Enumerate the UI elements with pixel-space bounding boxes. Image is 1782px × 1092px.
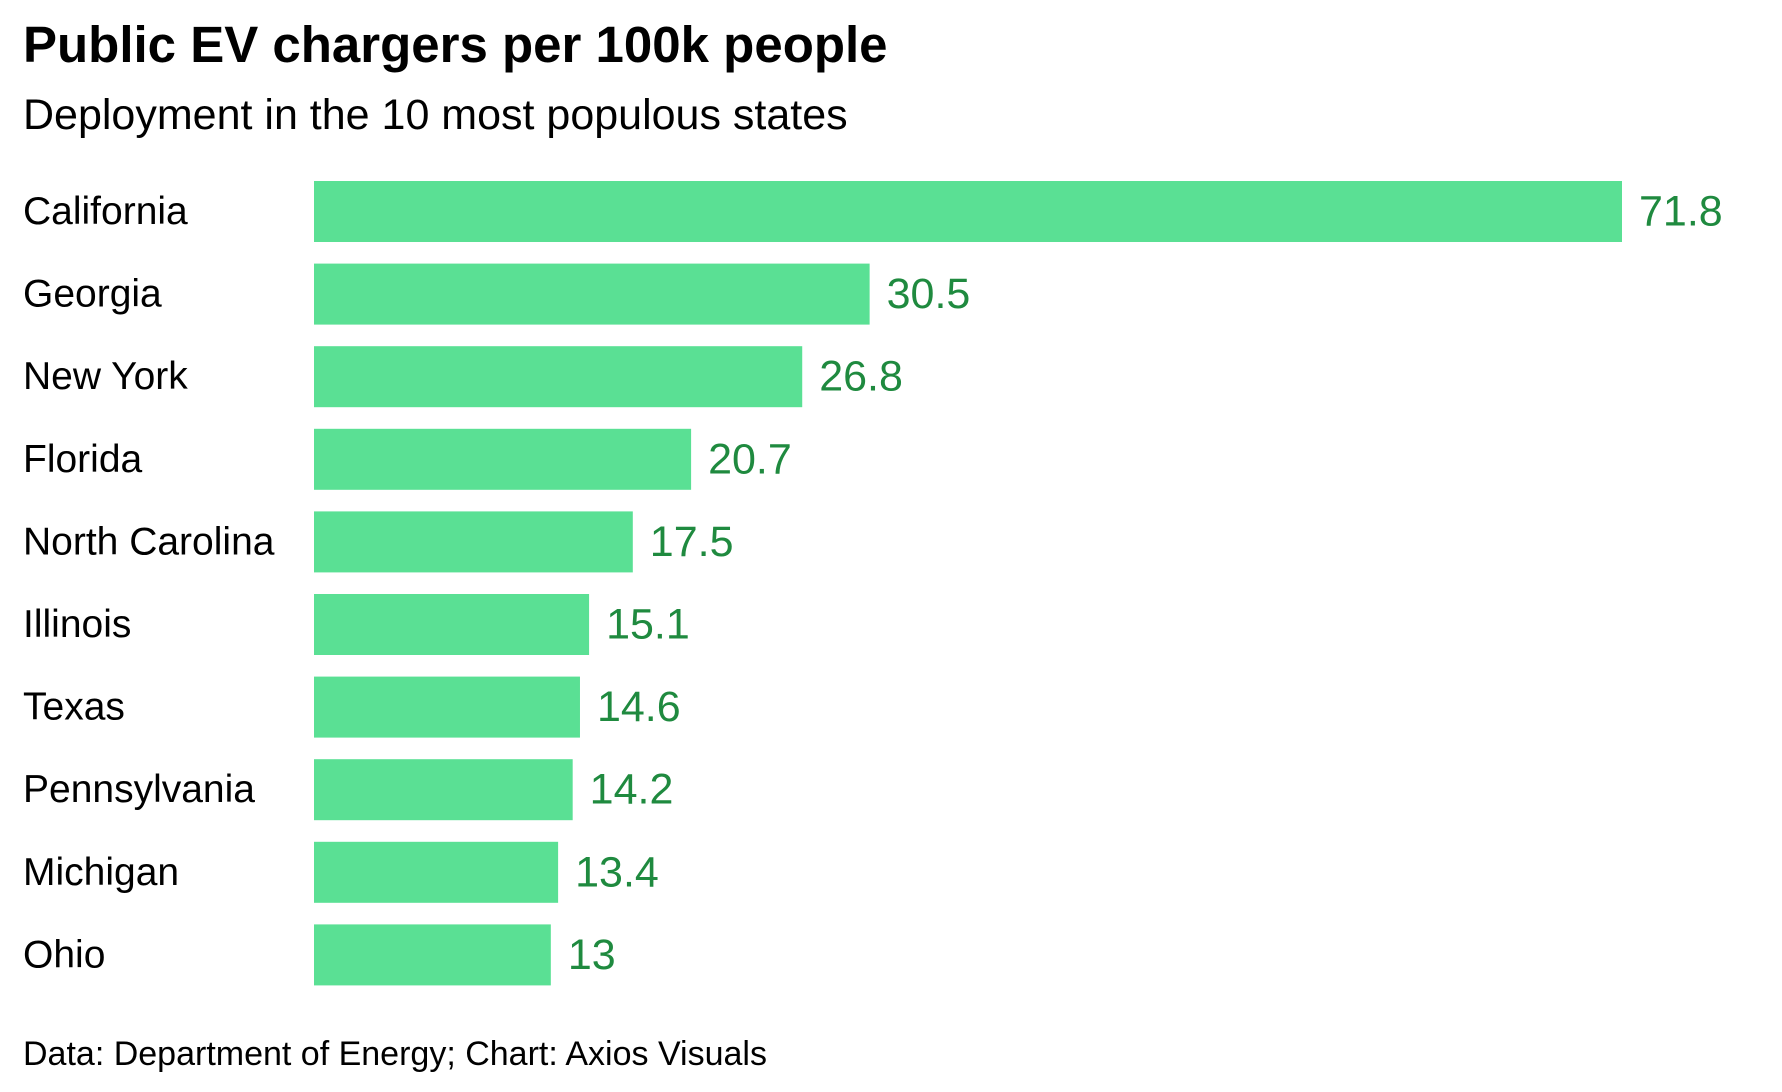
category-label: Pennsylvania	[23, 768, 255, 811]
value-label: 14.2	[590, 766, 674, 814]
bar	[314, 181, 1622, 242]
bar	[314, 594, 590, 655]
bar	[314, 759, 573, 821]
bar	[314, 924, 551, 986]
chart-title: Public EV chargers per 100k people	[23, 16, 888, 73]
category-labels: California Georgia New York Florida North Ca…	[23, 190, 275, 976]
bar	[314, 676, 580, 738]
bar	[314, 511, 633, 573]
value-label: 17.5	[650, 518, 734, 566]
value-label: 20.7	[708, 435, 792, 483]
value-label: 13	[568, 931, 616, 979]
bar	[314, 841, 559, 903]
bars	[314, 181, 1622, 986]
category-label: Florida	[23, 438, 143, 481]
value-label: 14.6	[597, 683, 681, 731]
category-label: Ohio	[23, 933, 105, 976]
chart-subtitle: Deployment in the 10 most populous state…	[23, 91, 848, 139]
category-label: Illinois	[23, 603, 131, 646]
bar	[314, 428, 692, 490]
category-label: Michigan	[23, 851, 179, 894]
value-label: 71.8	[1639, 188, 1723, 236]
value-label: 30.5	[887, 270, 971, 318]
category-label: California	[23, 190, 188, 233]
bar	[314, 346, 803, 408]
category-label: New York	[23, 355, 188, 398]
category-label: Georgia	[23, 273, 162, 316]
source-note: Data: Department of Energy; Chart: Axios…	[23, 1035, 767, 1073]
value-label: 13.4	[575, 848, 659, 896]
value-label: 26.8	[819, 353, 903, 401]
bar	[314, 263, 870, 325]
value-label: 15.1	[606, 601, 690, 649]
category-label: North Carolina	[23, 520, 275, 563]
category-label: Texas	[23, 686, 125, 729]
value-labels: 71.8 30.5 26.8 20.7 17.5 15.1 14.6 14.2 13.4 13	[568, 188, 1723, 979]
